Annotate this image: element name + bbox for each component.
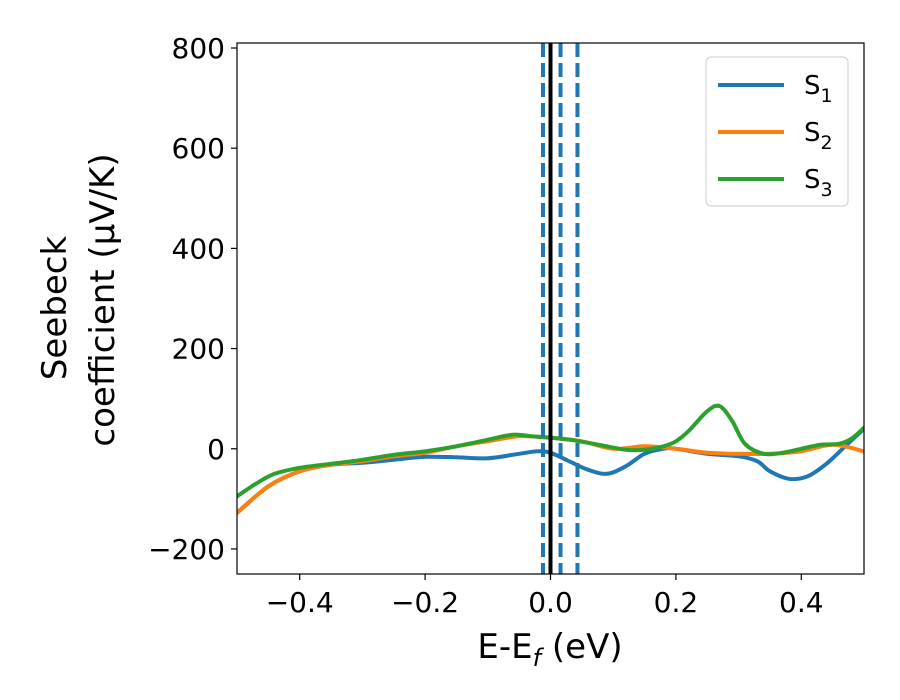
y-tick-label: −200 bbox=[148, 533, 225, 566]
y-axis-label-line2: coefficient (μV/K) bbox=[83, 153, 123, 446]
y-axis-label-line1: Seebeck bbox=[35, 236, 75, 381]
series-line-s1 bbox=[237, 426, 864, 515]
y-tick-label: 800 bbox=[172, 32, 225, 65]
legend-label-s2: S2 bbox=[804, 118, 833, 154]
x-tick-label: −0.2 bbox=[391, 586, 459, 619]
series-line-s3 bbox=[237, 403, 864, 499]
x-tick-label: 0.2 bbox=[654, 586, 699, 619]
y-tick-label: 600 bbox=[172, 132, 225, 165]
plot-area bbox=[236, 42, 865, 575]
x-axis-label: E-Ef (eV) bbox=[477, 627, 622, 672]
legend-label-s3: S3 bbox=[804, 165, 833, 201]
legend: S1 S2 S3 bbox=[705, 56, 849, 207]
y-tick-label: 400 bbox=[172, 232, 225, 265]
x-tick-label: −0.4 bbox=[266, 586, 334, 619]
x-tick-label: 0.0 bbox=[528, 586, 573, 619]
y-tick-label: 200 bbox=[172, 333, 225, 366]
legend-label-s1: S1 bbox=[804, 71, 833, 107]
x-tick-label: 0.4 bbox=[779, 586, 824, 619]
y-tick-label: 0 bbox=[207, 433, 225, 466]
axis-ticks: −0.4 −0.2 0.0 0.2 0.4 −200 0 200 400 600 800 bbox=[148, 32, 823, 619]
